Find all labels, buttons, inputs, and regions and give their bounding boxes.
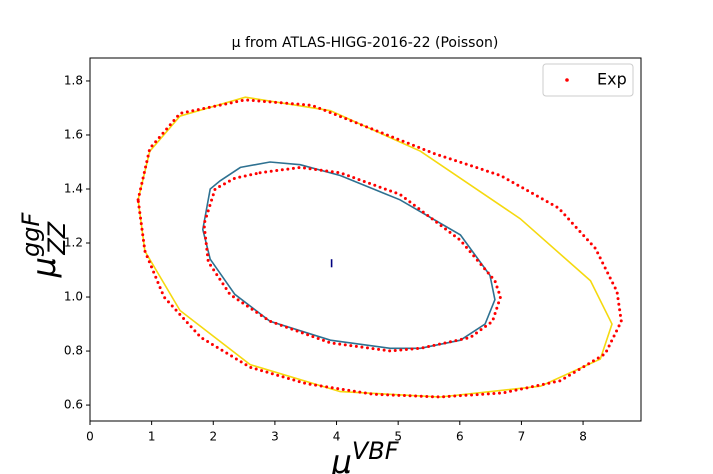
x-tick-label: 1 [148,430,156,444]
contour-line [136,98,623,399]
contour-line [202,165,503,353]
y-tick-label: 1.2 [64,236,83,250]
x-tick-label: 4 [333,430,341,444]
x-tick-label: 6 [456,430,464,444]
legend-marker [565,78,569,82]
y-tick-label: 1.6 [64,127,83,141]
plot-frame [89,57,642,422]
x-label-base: μ [330,443,351,474]
legend-box [542,63,634,97]
x-axis-label: μVBF [330,437,399,474]
y-tick-label: 1.4 [64,181,83,195]
y-tick-label: 1.8 [64,73,83,87]
contour-line [137,96,613,398]
x-tick-label: 8 [579,430,587,444]
y-tick-label: 0.8 [64,344,83,358]
x-tick-label: 0 [86,430,94,444]
chart-title: μ from ATLAS-HIGG-2016-22 (Poisson) [232,35,499,51]
y-label-base: μ [25,257,63,278]
x-tick-label: 2 [209,430,217,444]
y-axis-label: μggFZZ [17,211,71,278]
x-label-sup: VBF [352,437,400,465]
y-tick-label: 1.0 [64,290,83,304]
x-tick-label: 5 [394,430,402,444]
y-tick-label: 0.6 [64,398,83,412]
x-tick-label: 3 [271,430,279,444]
legend-label: Exp [597,70,627,89]
x-tick-label: 7 [518,430,526,444]
y-label-sup: ggF [17,211,45,256]
y-label-sub: ZZ [43,221,71,255]
